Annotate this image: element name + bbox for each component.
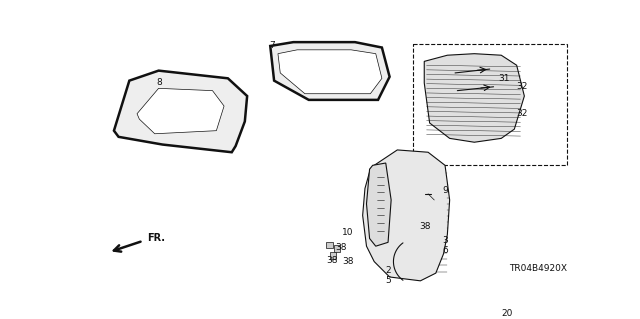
Text: 9: 9 bbox=[442, 186, 448, 195]
Text: 32: 32 bbox=[516, 82, 527, 91]
Polygon shape bbox=[330, 252, 337, 258]
Polygon shape bbox=[363, 150, 450, 281]
Text: 20: 20 bbox=[501, 309, 513, 318]
Polygon shape bbox=[278, 50, 382, 94]
Text: FR.: FR. bbox=[147, 234, 165, 243]
Text: 6: 6 bbox=[442, 246, 448, 255]
Text: 31: 31 bbox=[498, 74, 509, 83]
Polygon shape bbox=[334, 245, 340, 252]
Bar bbox=[413, 44, 566, 165]
Polygon shape bbox=[425, 191, 433, 198]
Polygon shape bbox=[424, 54, 524, 142]
Polygon shape bbox=[137, 88, 224, 134]
Polygon shape bbox=[494, 300, 515, 319]
Text: 8: 8 bbox=[157, 78, 163, 87]
Text: 5: 5 bbox=[386, 276, 392, 285]
Text: 38: 38 bbox=[326, 256, 338, 264]
Polygon shape bbox=[114, 70, 247, 152]
Text: 3: 3 bbox=[442, 235, 448, 245]
Text: 2: 2 bbox=[386, 266, 392, 275]
Polygon shape bbox=[326, 241, 333, 248]
Text: 38: 38 bbox=[342, 257, 353, 266]
Text: 32: 32 bbox=[516, 109, 527, 118]
Text: 10: 10 bbox=[342, 228, 353, 237]
Text: 7: 7 bbox=[269, 41, 275, 50]
Text: TR04B4920X: TR04B4920X bbox=[509, 264, 566, 273]
Polygon shape bbox=[367, 163, 391, 246]
Text: 38: 38 bbox=[336, 243, 347, 252]
Polygon shape bbox=[270, 42, 390, 100]
Text: 38: 38 bbox=[419, 222, 430, 231]
